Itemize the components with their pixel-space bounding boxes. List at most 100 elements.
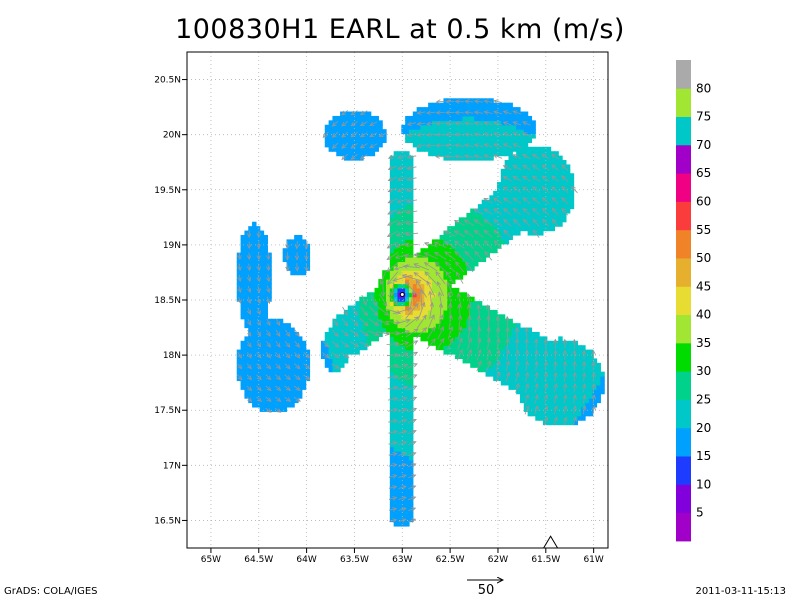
wind-speed-cell	[420, 115, 425, 121]
wind-speed-cell	[569, 367, 575, 373]
wind-speed-cell	[278, 371, 284, 377]
wind-speed-cell	[481, 199, 487, 205]
wind-speed-cell	[516, 133, 521, 139]
wind-speed-cell	[343, 336, 349, 342]
wind-vector	[523, 165, 531, 171]
wind-speed-cell	[244, 261, 249, 267]
wind-speed-cell	[458, 340, 464, 346]
wind-speed-cell	[546, 151, 552, 157]
wind-vector	[484, 123, 493, 125]
wind-speed-cell	[535, 212, 540, 218]
wind-speed-cell	[531, 182, 536, 188]
wind-speed-cell	[355, 129, 360, 135]
wind-speed-cell	[569, 406, 575, 412]
wind-speed-cell	[397, 195, 402, 201]
wind-speed-cell	[420, 137, 425, 143]
wind-speed-cell	[389, 459, 395, 465]
wind-speed-cell	[340, 354, 345, 360]
wind-speed-cell	[539, 345, 544, 351]
wind-speed-cell	[577, 367, 582, 373]
wind-speed-cell	[359, 318, 364, 324]
wind-speed-cell	[554, 393, 559, 399]
wind-vector	[398, 519, 406, 521]
wind-speed-cell	[558, 212, 563, 218]
wind-speed-cell	[497, 102, 502, 108]
wind-vector	[387, 294, 397, 305]
wind-speed-cell	[294, 239, 299, 245]
wind-speed-cell	[512, 376, 517, 382]
wind-speed-cell	[408, 309, 414, 315]
wind-speed-cell	[244, 279, 249, 285]
wind-speed-cell	[562, 212, 567, 218]
wind-speed-cell	[470, 309, 475, 315]
wind-speed-cell	[569, 371, 575, 377]
wind-vector	[361, 121, 368, 126]
wind-speed-cell	[301, 340, 307, 346]
wind-speed-cell	[255, 345, 261, 351]
wind-speed-cell	[462, 129, 467, 135]
wind-speed-cell	[412, 305, 418, 311]
wind-speed-cell	[363, 336, 368, 342]
wind-vector	[405, 341, 418, 348]
wind-speed-cell	[263, 406, 268, 412]
wind-speed-cell	[565, 190, 571, 196]
wind-speed-cell	[451, 120, 456, 126]
wind-speed-cell	[259, 406, 265, 412]
wind-speed-cell	[558, 182, 563, 188]
wind-speed-cell	[554, 420, 559, 426]
wind-speed-cell	[539, 164, 544, 170]
wind-speed-cell	[301, 349, 307, 355]
wind-vector	[445, 252, 456, 261]
wind-speed-cell	[336, 137, 341, 143]
wind-vector	[331, 363, 339, 368]
wind-speed-cell	[259, 230, 265, 236]
wind-speed-cell	[581, 384, 586, 390]
wind-speed-cell	[573, 393, 578, 399]
wind-speed-cell	[259, 376, 265, 382]
wind-speed-cell	[539, 186, 544, 192]
wind-speed-cell	[374, 305, 379, 311]
wind-speed-cell	[600, 371, 605, 377]
wind-speed-cell	[408, 451, 414, 457]
wind-speed-cell	[397, 265, 402, 271]
wind-vector	[370, 143, 378, 148]
wind-vector	[256, 374, 262, 380]
wind-speed-cell	[366, 340, 372, 346]
wind-speed-cell	[435, 243, 441, 249]
wind-speed-cell	[542, 345, 548, 351]
wind-speed-cell	[451, 115, 456, 121]
wind-speed-cell	[519, 204, 525, 210]
wind-speed-cell	[397, 517, 402, 523]
wind-speed-cell	[343, 349, 349, 355]
wind-speed-cell	[585, 349, 590, 355]
wind-speed-cell	[596, 384, 601, 390]
wind-vector	[388, 198, 398, 203]
wind-speed-cell	[431, 107, 437, 113]
wind-speed-cell	[527, 137, 533, 143]
x-tick-label: 62W	[488, 555, 508, 565]
wind-speed-cell	[405, 433, 410, 439]
wind-speed-cell	[519, 212, 525, 218]
wind-speed-cell	[451, 137, 456, 143]
wind-speed-cell	[252, 318, 257, 324]
wind-speed-cell	[431, 115, 437, 121]
wind-vector	[407, 397, 416, 402]
wind-speed-cell	[596, 393, 601, 399]
wind-speed-cell	[359, 345, 364, 351]
wind-speed-cell	[512, 182, 517, 188]
wind-speed-cell	[523, 340, 529, 346]
wind-vector	[542, 165, 550, 171]
wind-speed-cell	[516, 164, 521, 170]
wind-speed-cell	[244, 371, 249, 377]
wind-vector	[513, 176, 522, 182]
wind-speed-cell	[408, 208, 414, 214]
wind-speed-cell	[458, 230, 464, 236]
wind-speed-cell	[512, 129, 517, 135]
wind-vector	[475, 230, 484, 238]
wind-speed-cell	[255, 371, 261, 377]
wind-speed-cell	[355, 120, 360, 126]
wind-speed-cell	[470, 296, 475, 302]
wind-speed-cell	[328, 133, 334, 139]
wind-vector	[417, 123, 426, 124]
wind-speed-cell	[451, 248, 456, 254]
